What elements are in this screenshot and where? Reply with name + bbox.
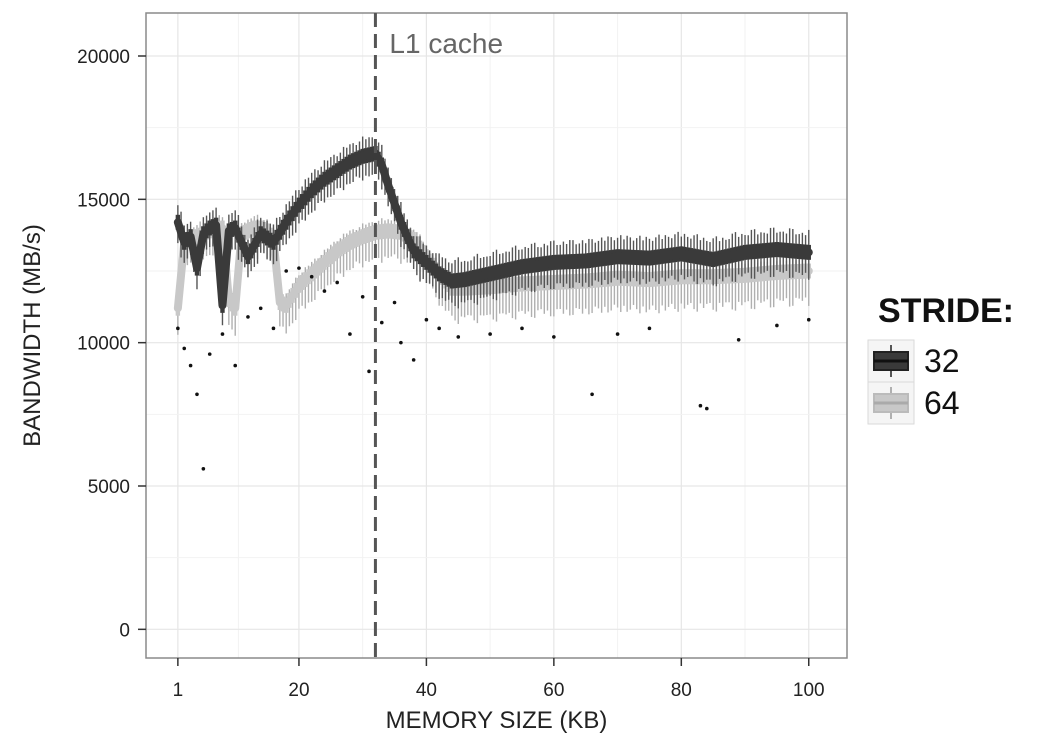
outlier-point xyxy=(246,315,250,319)
x-tick-label: 1 xyxy=(173,680,184,701)
y-tick-label: 5000 xyxy=(88,477,130,498)
outlier-point xyxy=(736,338,741,342)
y-tick-label: 10000 xyxy=(77,334,130,355)
outlier-point xyxy=(271,326,276,331)
outlier-point xyxy=(399,340,403,345)
x-tick-label: 80 xyxy=(671,680,692,701)
outlier-point xyxy=(456,335,461,339)
outlier-point xyxy=(322,289,327,293)
x-tick-label: 20 xyxy=(288,680,309,701)
outlier-point xyxy=(297,266,301,270)
plot-border xyxy=(145,12,848,659)
axes: 1 20 40 60 80 100 0 5000 10000 15000 20000 xyxy=(77,47,824,701)
outlier-point xyxy=(698,403,703,408)
data-layer xyxy=(173,136,813,471)
outlier-point xyxy=(201,467,206,471)
outlier-point xyxy=(647,326,652,331)
outliers xyxy=(176,266,811,471)
outlier-point xyxy=(284,269,289,273)
annotation-layer: L1 cache xyxy=(373,13,503,658)
y-tick-label: 0 xyxy=(119,620,130,641)
outlier-point xyxy=(176,326,180,331)
outlier-point xyxy=(195,392,199,397)
outlier-point xyxy=(437,326,441,331)
outlier-point xyxy=(590,392,594,397)
x-tick-label: 40 xyxy=(416,680,437,701)
plot-background xyxy=(146,13,847,658)
legend: STRIDE: 32 64 xyxy=(867,292,1014,425)
outlier-point xyxy=(379,320,384,325)
y-tick-label: 20000 xyxy=(77,47,130,68)
outlier-point xyxy=(335,280,339,285)
outlier-point xyxy=(424,317,429,322)
x-axis-title: MEMORY SIZE (KB) xyxy=(386,707,608,734)
outlier-point xyxy=(392,300,397,305)
outlier-point xyxy=(552,335,556,339)
median-band xyxy=(173,149,813,310)
outlier-point xyxy=(520,326,524,331)
outlier-point xyxy=(258,306,263,311)
outlier-point xyxy=(207,352,212,356)
x-tick-label: 60 xyxy=(543,680,564,701)
outlier-point xyxy=(360,295,365,299)
x-tick-label: 100 xyxy=(793,680,825,701)
outlier-point xyxy=(411,358,416,362)
outlier-point xyxy=(488,332,492,336)
outlier-point xyxy=(806,317,811,322)
l1-cache-label: L1 cache xyxy=(389,28,503,59)
legend-key-32: 32 xyxy=(867,339,960,383)
legend-key-64: 64 xyxy=(867,381,960,425)
outlier-point xyxy=(220,332,225,336)
legend-label-32: 32 xyxy=(924,343,960,379)
outlier-point xyxy=(775,323,779,328)
outlier-point xyxy=(348,332,352,336)
outlier-point xyxy=(188,363,193,368)
outlier-point xyxy=(182,346,187,351)
series-32 xyxy=(173,136,813,326)
y-tick-label: 15000 xyxy=(77,190,130,211)
outlier-point xyxy=(233,363,238,368)
outlier-point xyxy=(367,369,371,374)
outlier-point xyxy=(309,274,314,279)
outlier-point xyxy=(615,332,620,336)
outlier-point xyxy=(705,406,709,411)
legend-title: STRIDE: xyxy=(878,292,1014,330)
legend-label-64: 64 xyxy=(924,385,960,421)
y-axis-title: BANDWIDTH (MB/s) xyxy=(19,224,46,447)
